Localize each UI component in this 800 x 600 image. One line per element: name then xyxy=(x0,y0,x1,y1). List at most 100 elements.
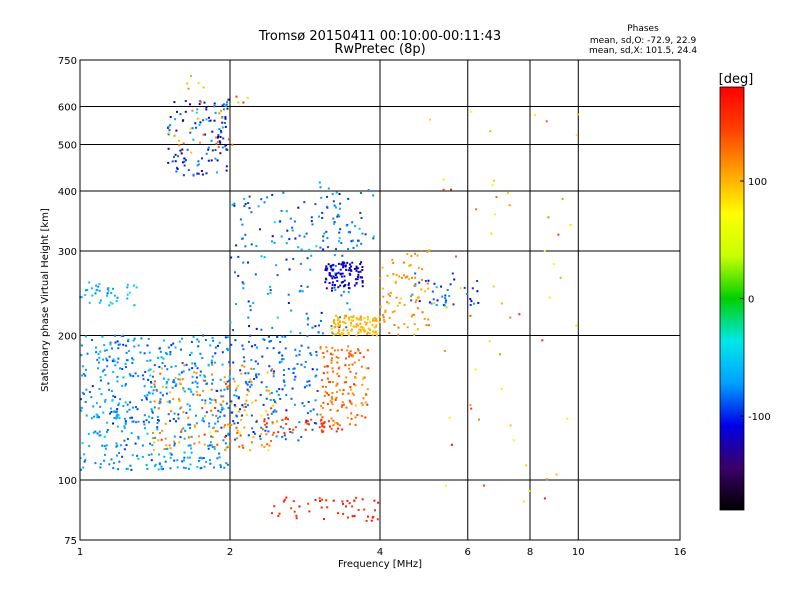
echo-point xyxy=(155,388,158,391)
echo-point xyxy=(285,210,288,213)
echo-point xyxy=(230,424,233,426)
echo-point xyxy=(559,276,562,279)
echo-point xyxy=(127,350,130,353)
echo-point xyxy=(427,279,430,282)
echo-point xyxy=(386,301,388,303)
echo-point xyxy=(215,414,218,417)
echo-point xyxy=(84,374,87,377)
echo-point xyxy=(347,231,350,234)
echo-point xyxy=(331,331,334,334)
echo-point xyxy=(267,335,270,338)
echo-point xyxy=(128,373,131,376)
echo-point xyxy=(103,459,106,462)
echo-point xyxy=(293,367,296,370)
echo-point xyxy=(331,403,334,406)
echo-point xyxy=(357,324,359,327)
echo-point xyxy=(151,437,154,440)
echo-point xyxy=(98,434,101,437)
echo-point xyxy=(135,421,137,424)
echo-point xyxy=(325,499,328,502)
echo-point xyxy=(315,422,318,425)
echo-point xyxy=(226,101,229,104)
echo-point xyxy=(284,335,287,338)
echo-point xyxy=(492,285,495,288)
echo-point xyxy=(87,432,90,435)
echo-point xyxy=(278,388,281,390)
echo-point xyxy=(112,467,115,470)
echo-point xyxy=(255,245,258,247)
echo-point xyxy=(193,425,196,428)
echo-point xyxy=(147,369,150,372)
echo-point xyxy=(409,264,412,267)
echo-point xyxy=(203,375,206,378)
echo-point xyxy=(375,325,377,328)
echo-point xyxy=(254,344,257,347)
echo-point xyxy=(304,421,307,424)
echo-point xyxy=(347,284,350,286)
echo-point xyxy=(300,344,303,347)
echo-point xyxy=(158,463,161,466)
echo-point xyxy=(217,134,220,137)
echo-point xyxy=(217,136,219,138)
y-tick-label: 200 xyxy=(58,332,77,343)
echo-point xyxy=(220,131,223,134)
echo-point xyxy=(178,144,181,147)
echo-point xyxy=(112,371,115,373)
echo-point xyxy=(321,498,324,501)
echo-point xyxy=(150,380,152,383)
echo-point xyxy=(174,153,177,156)
echo-point xyxy=(133,304,136,307)
echo-point xyxy=(119,444,122,447)
echo-point xyxy=(205,460,208,463)
echo-point xyxy=(382,295,385,298)
echo-point xyxy=(348,267,351,269)
echo-point xyxy=(263,256,266,259)
echo-point xyxy=(435,304,438,306)
echo-point xyxy=(282,427,285,430)
echo-point xyxy=(209,431,212,434)
echo-point xyxy=(158,453,160,456)
echo-point xyxy=(142,378,145,381)
echo-point xyxy=(168,444,171,447)
echo-point xyxy=(216,159,219,162)
echo-point xyxy=(488,340,491,343)
echo-point xyxy=(105,357,108,360)
echo-point xyxy=(195,372,198,375)
echo-point xyxy=(426,250,429,253)
echo-point xyxy=(315,245,318,248)
echo-point xyxy=(366,316,369,318)
echo-point xyxy=(179,407,182,410)
echo-point xyxy=(445,299,448,302)
echo-point xyxy=(386,274,389,277)
echo-point xyxy=(230,256,233,259)
echo-point xyxy=(355,334,358,337)
echo-point xyxy=(335,430,338,433)
echo-point xyxy=(282,369,285,372)
echo-point xyxy=(334,265,337,267)
echo-point xyxy=(272,347,275,350)
y-tick-label: 600 xyxy=(58,103,77,114)
echo-point xyxy=(325,278,328,281)
echo-point xyxy=(357,331,360,334)
echo-point xyxy=(116,413,119,416)
echo-point xyxy=(359,211,362,214)
echo-point xyxy=(356,414,359,417)
echo-point xyxy=(183,437,186,440)
echo-point xyxy=(145,396,148,399)
echo-point xyxy=(372,330,375,333)
echo-point xyxy=(224,382,227,385)
echo-point xyxy=(207,116,210,119)
echo-point xyxy=(330,401,333,404)
echo-point xyxy=(281,388,284,391)
echo-point xyxy=(231,203,234,206)
echo-point xyxy=(336,319,339,322)
echo-point xyxy=(228,375,231,378)
echo-point xyxy=(273,241,276,244)
echo-point xyxy=(351,221,354,224)
echo-point xyxy=(343,403,345,406)
echo-point xyxy=(204,399,207,402)
echo-point xyxy=(356,278,359,281)
echo-point xyxy=(361,285,364,288)
echo-point xyxy=(124,401,127,404)
echo-point xyxy=(109,301,112,304)
